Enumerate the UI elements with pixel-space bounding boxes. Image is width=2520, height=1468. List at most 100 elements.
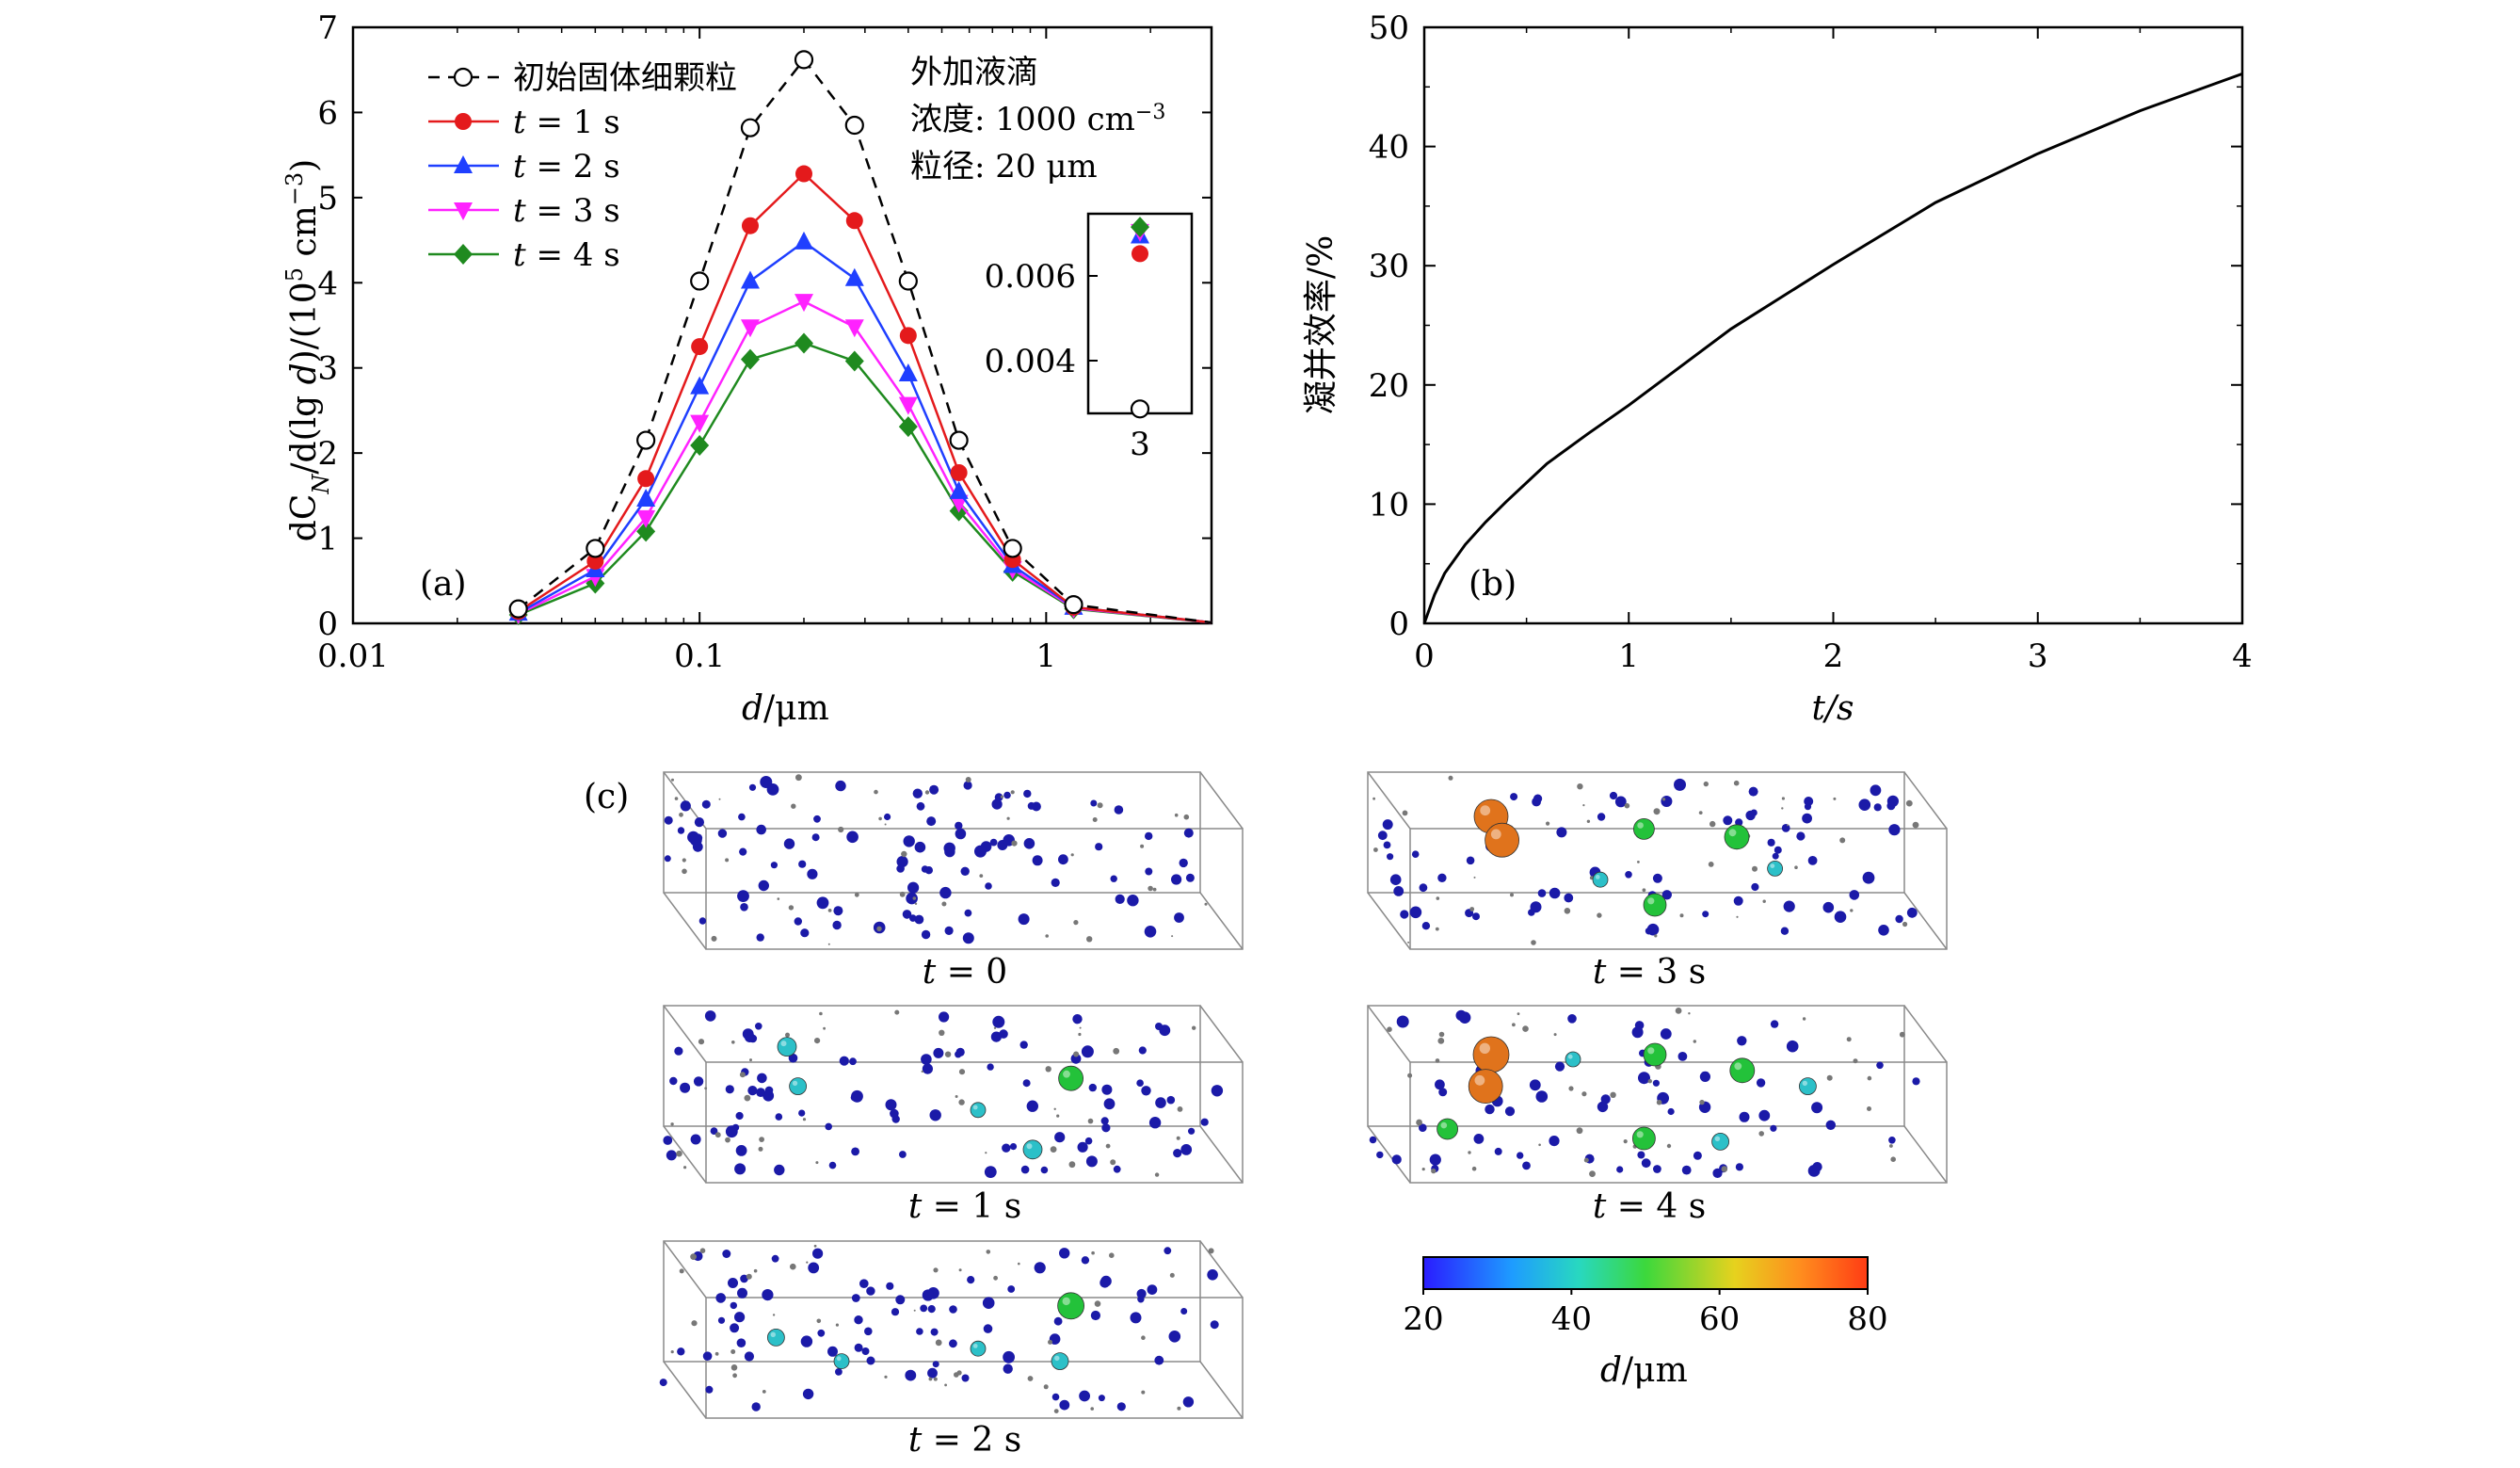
blue-particle: [680, 1082, 691, 1093]
a-data-point: [844, 115, 864, 136]
droplet-cyan: [970, 1340, 987, 1357]
blue-particle: [1148, 1117, 1162, 1129]
gray-particle: [1833, 797, 1837, 800]
blue-particle: [1783, 900, 1795, 912]
blue-particle: [1888, 1137, 1896, 1144]
box-front-face: [1409, 828, 1948, 950]
legend-eq: = 1 s: [526, 104, 620, 141]
legend-marker: [453, 67, 474, 88]
blue-particle: [1772, 852, 1779, 860]
blue-particle: [1018, 913, 1030, 926]
blue-particle: [1383, 841, 1391, 849]
panel-a-annotation-size: 粒径: 20 μm: [910, 148, 1098, 186]
gray-particle: [670, 1350, 674, 1354]
panel-c-snapshots: (c) t = 0t = 1 st = 2 st = 3 st = 4 s 20…: [584, 771, 1948, 1460]
box-back-face: [663, 1240, 1201, 1363]
blue-particle: [1677, 1052, 1688, 1061]
gray-particle: [1113, 1047, 1120, 1055]
blue-particle: [1556, 827, 1567, 838]
blue-particle: [933, 1047, 944, 1058]
droplet-green: [1633, 818, 1655, 840]
b-xtick-label: 3: [2028, 637, 2048, 675]
gray-particle: [698, 1039, 705, 1045]
blue-particle: [1081, 1045, 1094, 1058]
blue-particle: [764, 1086, 774, 1095]
inset-ytick-label: 0.004: [985, 343, 1076, 380]
a-ytick-label: 2: [317, 435, 338, 473]
blue-particle: [907, 881, 920, 894]
colorbar-label-unit: /μm: [1622, 1351, 1688, 1390]
panel-a-xlabel-d: d: [742, 689, 763, 728]
blue-particle: [851, 1089, 863, 1103]
droplet-highlight: [1636, 1131, 1644, 1138]
blue-particle: [854, 1343, 863, 1352]
gray-particle: [933, 1377, 938, 1381]
a-data-point: [898, 396, 918, 415]
gray-particle: [1183, 814, 1190, 820]
blue-particle: [1870, 784, 1882, 797]
blue-particle: [1079, 1390, 1090, 1402]
droplet-cyan: [1565, 1051, 1581, 1068]
gray-particle: [958, 1099, 965, 1105]
droplet-highlight: [792, 1080, 798, 1087]
blue-particle: [1110, 875, 1117, 882]
blue-particle: [1528, 909, 1535, 916]
blue-particle: [800, 928, 810, 938]
blue-particle: [757, 1073, 767, 1084]
droplet-cyan: [777, 1037, 797, 1057]
gray-particle: [1471, 1166, 1477, 1171]
gray-particle: [1736, 915, 1739, 918]
blue-particle: [930, 1328, 939, 1336]
blue-particle: [846, 831, 859, 844]
gray-particle: [819, 1011, 823, 1016]
blue-particle: [835, 1368, 843, 1376]
blue-particle: [1059, 1248, 1070, 1259]
blue-particle: [1155, 1023, 1163, 1030]
a-data-point: [690, 271, 710, 291]
blue-particle: [677, 827, 685, 834]
blue-particle: [1400, 910, 1409, 919]
box-edge: [663, 1361, 707, 1419]
box-edge: [1367, 1005, 1411, 1063]
blue-particle: [756, 933, 764, 942]
blue-particle: [1802, 813, 1812, 824]
b-ytick-label: 20: [1369, 367, 1409, 405]
gray-particle: [1698, 811, 1703, 815]
blue-particle: [1070, 1053, 1082, 1064]
blue-particle: [1537, 889, 1547, 897]
blue-particle: [903, 835, 915, 847]
gray-particle: [691, 1320, 698, 1327]
box-back-face: [1367, 1005, 1905, 1127]
blue-particle: [717, 1316, 726, 1324]
blue-particle: [1786, 1040, 1799, 1053]
gray-particle: [1070, 853, 1074, 857]
blue-particle: [1053, 1316, 1063, 1326]
blue-particle: [939, 886, 952, 899]
blue-particle: [1517, 1152, 1524, 1159]
blue-particle: [1616, 1166, 1624, 1173]
box-edge: [1903, 892, 1948, 950]
a-data-point: [844, 350, 864, 372]
a-data-point: [636, 430, 656, 450]
blue-particle: [890, 1108, 899, 1119]
gray-particle: [986, 1250, 991, 1254]
ylabel-sup1: 5: [281, 267, 308, 282]
blue-particle: [991, 799, 1003, 810]
blue-particle: [1712, 1168, 1723, 1178]
blue-particle: [1421, 922, 1431, 930]
b-ytick-label: 50: [1369, 9, 1409, 47]
blue-particle: [1906, 907, 1918, 918]
droplet-green: [1632, 1126, 1656, 1151]
droplet-highlight: [770, 1331, 776, 1338]
gray-particle: [1045, 934, 1049, 938]
gray-particle: [1027, 1376, 1034, 1381]
gray-particle: [958, 1069, 966, 1075]
gray-particle: [1522, 1025, 1529, 1032]
blue-particle: [1210, 1320, 1219, 1330]
blue-particle: [914, 914, 924, 925]
inset-initial: [1130, 399, 1150, 419]
blue-particle: [920, 1304, 928, 1313]
gray-particle: [1802, 1017, 1806, 1021]
legend-label: 初始固体细颗粒: [513, 59, 737, 97]
gray-particle: [1174, 813, 1179, 817]
